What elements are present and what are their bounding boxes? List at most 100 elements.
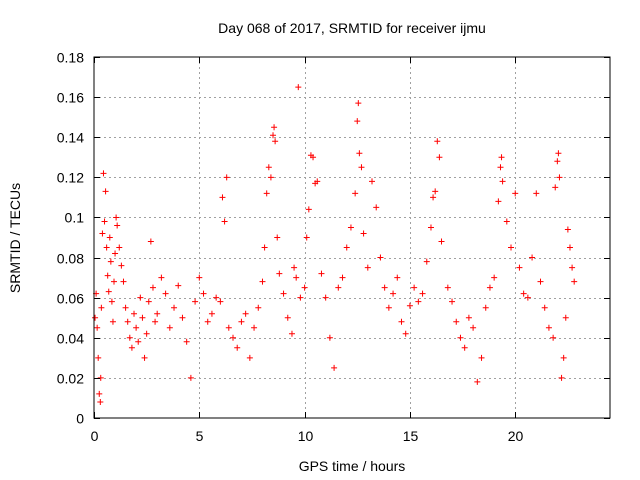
data-point — [495, 198, 502, 205]
data-point — [449, 298, 456, 305]
data-point — [105, 288, 112, 295]
y-tick-label: 0.08 — [57, 251, 84, 267]
data-point — [529, 254, 536, 261]
data-point — [162, 290, 169, 297]
y-tick-label: 0.18 — [57, 50, 84, 66]
data-point — [398, 318, 405, 325]
data-point — [251, 324, 258, 331]
data-point — [267, 174, 274, 181]
data-point — [430, 194, 437, 201]
data-point — [541, 304, 548, 311]
data-point — [432, 188, 439, 195]
data-point — [478, 354, 485, 361]
data-point — [560, 354, 567, 361]
data-point — [139, 314, 146, 321]
data-point — [219, 194, 226, 201]
data-point — [419, 290, 426, 297]
data-point — [95, 354, 102, 361]
data-point — [128, 344, 135, 351]
data-point — [347, 224, 354, 231]
data-point — [116, 244, 123, 251]
data-point — [101, 218, 108, 225]
data-point — [141, 354, 148, 361]
data-point — [221, 218, 228, 225]
data-point — [114, 222, 121, 229]
data-point — [230, 334, 237, 341]
data-point — [516, 264, 523, 271]
data-point — [524, 294, 531, 301]
data-point — [106, 234, 113, 241]
data-point — [373, 204, 380, 211]
data-point — [457, 334, 464, 341]
data-point — [554, 158, 561, 165]
data-point — [113, 214, 120, 221]
data-point — [474, 378, 481, 385]
y-tick-label: 0.16 — [57, 90, 84, 106]
data-point — [133, 324, 140, 331]
data-point — [152, 318, 159, 325]
y-tick-label: 0.06 — [57, 291, 84, 307]
data-point — [339, 274, 346, 281]
data-point — [99, 230, 106, 237]
data-point — [126, 334, 133, 341]
data-point — [335, 284, 342, 291]
data-point — [566, 244, 573, 251]
data-point — [303, 234, 310, 241]
y-tick-label: 0.12 — [57, 170, 84, 186]
data-point — [499, 178, 506, 185]
data-point — [270, 132, 277, 139]
data-point — [265, 164, 272, 171]
data-point — [390, 290, 397, 297]
data-point — [293, 274, 300, 281]
data-point — [352, 190, 359, 197]
data-point — [569, 264, 576, 271]
data-point — [124, 318, 131, 325]
data-point — [135, 338, 142, 345]
data-point — [470, 324, 477, 331]
x-tick-label: 0 — [91, 428, 99, 444]
chart-title: Day 068 of 2017, SRMTID for receiver ijm… — [218, 20, 486, 36]
data-point — [491, 274, 498, 281]
data-point — [555, 150, 562, 157]
data-point — [562, 314, 569, 321]
data-point — [108, 298, 115, 305]
data-point — [145, 298, 152, 305]
data-point — [545, 324, 552, 331]
data-point — [246, 354, 253, 361]
data-point — [482, 304, 489, 311]
data-point — [331, 364, 338, 371]
data-point — [137, 294, 144, 301]
data-point — [402, 330, 409, 337]
data-point — [147, 238, 154, 245]
y-tick-label: 0 — [76, 411, 84, 427]
y-tick-label: 0.1 — [65, 210, 85, 226]
data-point — [310, 154, 317, 161]
data-point — [204, 318, 211, 325]
data-point — [213, 294, 220, 301]
data-point — [512, 190, 519, 197]
data-point — [284, 314, 291, 321]
data-point — [497, 164, 504, 171]
data-point — [118, 262, 125, 269]
data-point — [427, 224, 434, 231]
data-point — [305, 206, 312, 213]
data-point — [131, 310, 138, 317]
data-point — [259, 278, 266, 285]
data-point — [149, 284, 156, 291]
tick-layer: 0 0.02 0.04 0.06 0.08 0.1 0.12 0.14 0.16 0.18 0 5 10… — [57, 50, 610, 444]
data-point — [255, 304, 262, 311]
data-point — [537, 278, 544, 285]
data-point — [406, 302, 413, 309]
data-point — [411, 284, 418, 291]
data-point — [498, 154, 505, 161]
data-point — [171, 304, 178, 311]
data-point — [552, 184, 559, 191]
data-point — [179, 314, 186, 321]
y-axis-label: SRMTID / TECUs — [7, 183, 23, 293]
data-point — [385, 304, 392, 311]
data-point — [238, 318, 245, 325]
data-point — [234, 344, 241, 351]
data-point — [122, 304, 129, 311]
data-point — [486, 284, 493, 291]
data-point — [556, 174, 563, 181]
